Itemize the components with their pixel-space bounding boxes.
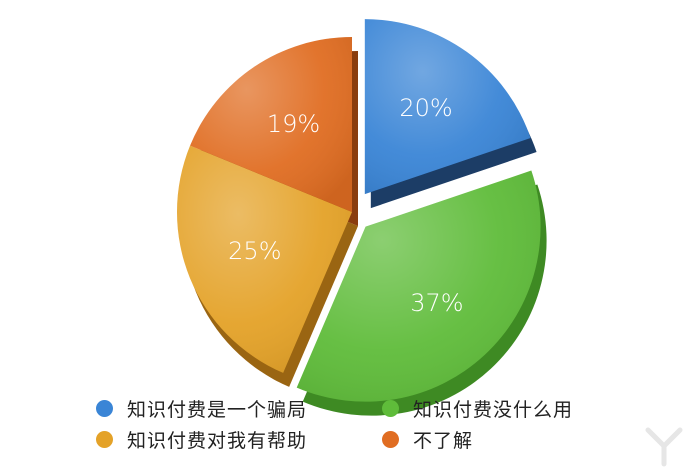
pie-slices [176,19,547,416]
pie-labels: 20% 37% 25% 19% [228,94,463,317]
watermark-logo-icon [645,427,683,467]
pie-slice-gloss [176,145,352,373]
pie-slice-gloss [364,19,531,195]
pie-slice-gloss [296,170,541,402]
pie-value-label: 25% [228,237,281,265]
pie-slice-gloss [190,37,352,212]
pie-value-label: 37% [410,289,463,317]
pie-value-label: 19% [267,110,320,138]
pie-value-label: 20% [399,94,452,122]
